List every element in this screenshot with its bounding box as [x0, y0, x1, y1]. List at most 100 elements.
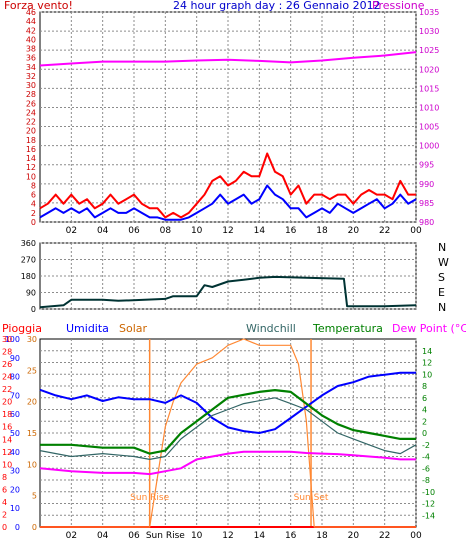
rain-y-tick-label: 16	[2, 423, 12, 432]
humidity-y-tick-label: 60	[10, 410, 20, 419]
wind-y-tick-label: 38	[26, 45, 36, 54]
solar-y-tick-label: 0	[32, 523, 37, 532]
wind-x-tick-label: 02	[66, 226, 77, 236]
humidity-y-tick-label: 40	[10, 448, 20, 457]
wind-direction-line	[39, 275, 417, 309]
temp-x-tick-label: 16	[285, 531, 297, 541]
temp-x-tick-label: 14	[254, 531, 266, 541]
humidity-y-tick-label: 10	[10, 504, 20, 513]
wind-y-tick-label: 30	[26, 81, 36, 90]
humidity-y-tick-label: 20	[10, 485, 20, 494]
humidity-y-tick-label: 30	[10, 467, 20, 476]
dir-y-tick-label: 0	[31, 305, 36, 314]
temp-y-tick-label: 14	[422, 347, 432, 356]
wind-y-tick-label: 42	[26, 26, 36, 35]
rain-y-tick-label: 30	[2, 335, 12, 344]
wind-y-tick-label: 18	[26, 136, 36, 145]
temp-y-tick-label: -4	[422, 453, 430, 462]
temperature-humidity-panel: 02 04 06 Sun Rise 10 12 14 16 18 20 22 000102030405…	[2, 335, 435, 541]
wind-y-tick-label: 36	[26, 54, 36, 63]
compass-directions: N W S E N	[438, 240, 449, 315]
rain-y-tick-label: 10	[2, 460, 12, 469]
rain-y-tick-label: 2	[2, 510, 7, 519]
temp-y-tick-label: 8	[422, 382, 427, 391]
humidity-y-tick-label: 50	[10, 429, 20, 438]
temp-x-tick-label: 00	[410, 531, 422, 541]
compass-s: S	[438, 271, 445, 284]
wind-y-tick-label: 0	[31, 218, 36, 227]
solar-y-tick-label: 30	[27, 335, 37, 344]
rain-y-tick-label: 8	[2, 473, 7, 482]
compass-e: E	[438, 286, 445, 299]
wind-y-tick-label: 24	[26, 108, 36, 117]
wind-x-tick-label: 08	[160, 226, 172, 236]
temp-y-tick-label: 2	[422, 417, 427, 426]
pressure-line	[39, 51, 417, 67]
rain-y-tick-label: 14	[2, 435, 12, 444]
temp-y-tick-label: -10	[422, 488, 435, 497]
dir-y-tick-label: 90	[26, 289, 36, 298]
pressure-y-tick-label: 1025	[419, 46, 439, 55]
wind-y-tick-label: 32	[26, 72, 36, 81]
solar-line	[40, 338, 416, 528]
wind-y-tick-label: 28	[26, 90, 36, 99]
rain-y-tick-label: 24	[2, 373, 12, 382]
wind-y-tick-label: 22	[26, 118, 36, 127]
legend-humidity: Umidita	[66, 322, 109, 335]
wind-avg-line	[39, 184, 417, 221]
wind-y-tick-label: 8	[31, 181, 36, 190]
dir-y-tick-label: 360	[21, 239, 36, 248]
wind-x-tick-label: 04	[97, 226, 109, 236]
rain-y-tick-label: 4	[2, 498, 7, 507]
wind-y-tick-label: 40	[26, 35, 36, 44]
wind-y-tick-label: 44	[26, 17, 36, 26]
temp-x-tick-label: 18	[316, 531, 328, 541]
rain-y-tick-label: 0	[2, 523, 7, 532]
solar-y-tick-label: 15	[27, 429, 37, 438]
wind-x-tick-label: 06	[128, 226, 140, 236]
legend-rain: Pioggia	[2, 322, 42, 335]
dewpoint-line	[39, 450, 416, 476]
pressure-y-tick-label: 995	[419, 161, 434, 170]
temp-y-tick-label: 0	[422, 429, 427, 438]
wind-y-tick-label: 14	[26, 154, 36, 163]
humidity-y-tick-label: 70	[10, 391, 20, 400]
wind-y-tick-label: 6	[31, 191, 36, 200]
humidity-line	[39, 371, 416, 434]
sun-marker-label: Sun Set	[294, 493, 329, 503]
pressure-y-tick-label: 1030	[419, 27, 439, 36]
wind-direction-panel: 0 90 180 270 360	[21, 239, 417, 314]
pressure-y-tick-label: 990	[419, 180, 434, 189]
temp-y-tick-label: 4	[422, 406, 427, 415]
rain-y-tick-label: 18	[2, 410, 12, 419]
wind-y-tick-label: 20	[26, 127, 36, 136]
solar-y-tick-label: 5	[32, 492, 37, 501]
temp-x-tick-label: 06	[128, 531, 140, 541]
wind-y-tick-label: 16	[26, 145, 36, 154]
temp-y-tick-label: -6	[422, 464, 430, 473]
pressure-y-tick-label: 1035	[419, 8, 439, 17]
compass-n-bottom: N	[438, 301, 447, 314]
legend-windchill: Windchill	[246, 322, 296, 335]
pressure-y-tick-label: 1020	[419, 65, 439, 74]
wind-y-tick-label: 46	[26, 8, 36, 17]
pressure-y-tick-label: 1000	[419, 142, 439, 151]
rain-y-tick-label: 20	[2, 398, 12, 407]
wind-x-tick-label: 20	[348, 226, 360, 236]
wind-x-tick-label: 18	[316, 226, 328, 236]
wind-speed-axis-title: Forza vento!	[4, 0, 73, 12]
legend-solar: Solar	[119, 322, 148, 335]
sun-marker-label: Sun Rise	[130, 493, 169, 503]
windchill-line	[39, 397, 417, 460]
temp-y-tick-label: -2	[422, 441, 430, 450]
wind-gust-line	[39, 152, 416, 219]
dir-y-tick-label: 180	[21, 272, 36, 281]
rain-y-tick-label: 22	[2, 385, 12, 394]
rain-y-tick-label: 28	[2, 348, 12, 357]
temp-x-tick-label: 12	[222, 531, 233, 541]
wind-y-tick-label: 26	[26, 99, 36, 108]
wind-pressure-panel: 02 04 06 08 10 12 14 16 18 20 22 009809859909951000…	[26, 8, 440, 236]
temp-x-tick-label: 10	[191, 531, 203, 541]
temp-x-tick-label: 22	[379, 531, 390, 541]
